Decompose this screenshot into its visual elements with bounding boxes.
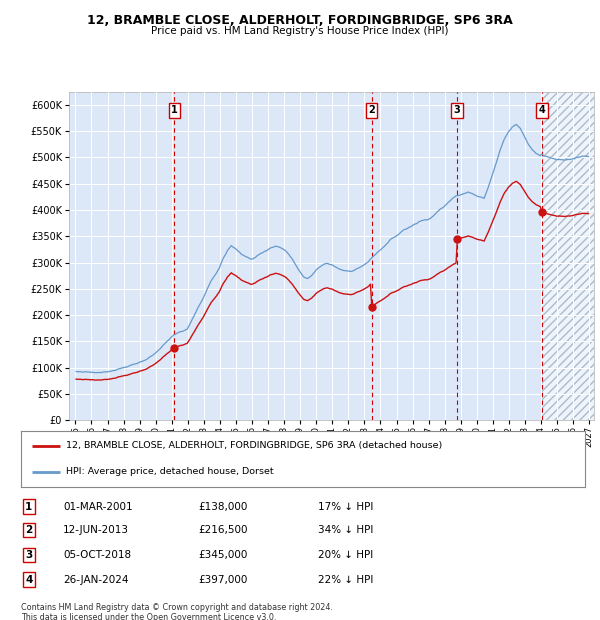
Text: 26-JAN-2024: 26-JAN-2024 [63, 575, 128, 585]
Text: £216,500: £216,500 [198, 525, 248, 535]
Text: 2: 2 [368, 105, 375, 115]
Text: 01-MAR-2001: 01-MAR-2001 [63, 502, 133, 512]
Text: 3: 3 [454, 105, 460, 115]
Text: 20% ↓ HPI: 20% ↓ HPI [318, 550, 373, 560]
Text: 05-OCT-2018: 05-OCT-2018 [63, 550, 131, 560]
Text: 4: 4 [25, 575, 32, 585]
Text: 12-JUN-2013: 12-JUN-2013 [63, 525, 129, 535]
Text: 12, BRAMBLE CLOSE, ALDERHOLT, FORDINGBRIDGE, SP6 3RA: 12, BRAMBLE CLOSE, ALDERHOLT, FORDINGBRI… [87, 14, 513, 27]
Text: £345,000: £345,000 [198, 550, 247, 560]
Text: 34% ↓ HPI: 34% ↓ HPI [318, 525, 373, 535]
Text: 17% ↓ HPI: 17% ↓ HPI [318, 502, 373, 512]
Text: 1: 1 [171, 105, 178, 115]
Text: 1: 1 [25, 502, 32, 512]
Text: 12, BRAMBLE CLOSE, ALDERHOLT, FORDINGBRIDGE, SP6 3RA (detached house): 12, BRAMBLE CLOSE, ALDERHOLT, FORDINGBRI… [66, 441, 442, 451]
Text: 22% ↓ HPI: 22% ↓ HPI [318, 575, 373, 585]
Text: Contains HM Land Registry data © Crown copyright and database right 2024.
This d: Contains HM Land Registry data © Crown c… [21, 603, 333, 620]
Text: 2: 2 [25, 525, 32, 535]
Text: 3: 3 [25, 550, 32, 560]
Text: Price paid vs. HM Land Registry's House Price Index (HPI): Price paid vs. HM Land Registry's House … [151, 26, 449, 36]
Text: £397,000: £397,000 [198, 575, 247, 585]
Text: 4: 4 [539, 105, 545, 115]
Text: HPI: Average price, detached house, Dorset: HPI: Average price, detached house, Dors… [66, 467, 274, 476]
Text: £138,000: £138,000 [198, 502, 247, 512]
